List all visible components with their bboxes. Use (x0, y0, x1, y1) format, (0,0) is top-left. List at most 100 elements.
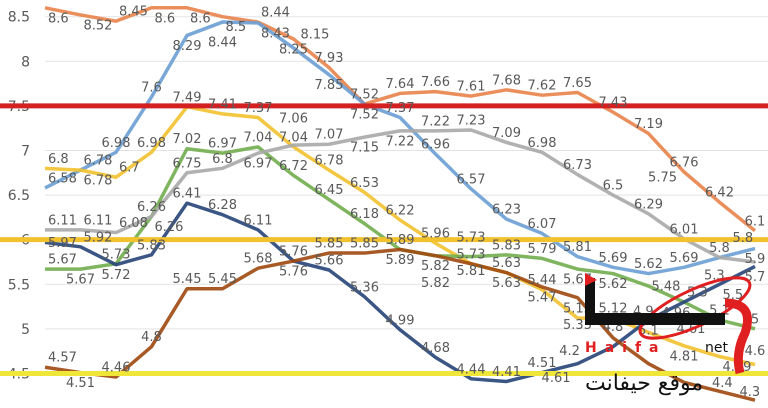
data-label-brown: 5.47 (528, 290, 557, 305)
data-label-gray: 6.29 (634, 197, 663, 212)
data-label-gray: 7.23 (457, 113, 486, 128)
data-label-orange: 8.6 (48, 11, 69, 26)
data-label-navy: 5.36 (350, 280, 379, 295)
svg-text:موقع حيفانت: موقع حيفانت (585, 371, 703, 396)
data-label-brown: 5.73 (457, 230, 486, 245)
data-label-gray: 6.11 (84, 213, 113, 228)
data-label-orange: 7.93 (315, 51, 344, 66)
data-labels: 8.6 6.58 6.8 5.67 6.11 5.97 4.57 8.52 6.78 6.78 5.… (48, 5, 765, 400)
data-label-yellow: 5.12 (599, 302, 628, 317)
data-label-orange: 6.1 (745, 214, 766, 229)
data-label-blue: 7.37 (386, 101, 415, 116)
data-label-green: 6.26 (137, 200, 166, 215)
data-label-gray: 7.09 (492, 126, 521, 141)
data-label-navy: 4.51 (528, 356, 557, 371)
data-label-brown: 5.68 (244, 252, 273, 267)
data-label-orange: 6.42 (705, 186, 734, 201)
data-label-yellow: 6.78 (315, 154, 344, 169)
data-label-yellow: 5.44 (528, 273, 557, 288)
data-label-brown: 4.57 (48, 351, 77, 366)
data-label-navy: 5.72 (102, 268, 131, 283)
data-label-green: 5.81 (457, 264, 486, 279)
data-label-brown: 5.85 (315, 237, 344, 252)
data-label-gray: 6.01 (670, 222, 699, 237)
data-label-yellow: 5.63 (492, 256, 521, 271)
data-label-yellow: 5.73 (457, 247, 486, 262)
data-label-yellow: 4.6 (745, 344, 766, 359)
data-label-brown: 4.51 (66, 376, 95, 391)
data-label-green: 5.73 (102, 247, 131, 262)
data-label-orange: 8.52 (84, 18, 113, 33)
series-line-gray (45, 128, 756, 264)
data-label-blue: 8.44 (208, 36, 237, 51)
data-label-navy: 5.76 (279, 245, 308, 260)
data-label-yellow: 6.53 (350, 176, 379, 191)
data-label-green: 5.62 (599, 277, 628, 292)
data-label-green: 5.89 (386, 233, 415, 248)
data-label-yellow: 4.81 (670, 349, 699, 364)
data-label-blue: 5.9 (745, 252, 766, 267)
data-label-yellow: 6.8 (48, 152, 69, 167)
data-label-blue: 5.69 (670, 251, 699, 266)
data-label-blue: 6.98 (102, 136, 131, 151)
data-label-brown: 4.4 (712, 376, 733, 391)
data-label-navy: 4.99 (386, 313, 415, 328)
data-label-gray: 6.98 (528, 136, 557, 151)
data-label-blue: 8.15 (301, 27, 330, 42)
data-label-blue: 5.69 (599, 251, 628, 266)
data-label-orange: 7.65 (563, 76, 592, 91)
data-label-yellow: 6.22 (386, 204, 415, 219)
data-label-navy: 5.66 (315, 254, 344, 269)
data-label-green: 6.45 (315, 183, 344, 198)
data-label-blue: 6.57 (457, 172, 486, 187)
data-label-brown: 4.46 (102, 361, 131, 376)
data-label-brown: 5.76 (279, 265, 308, 280)
data-label-blue: 5.62 (634, 257, 663, 272)
series-line-brown (44, 247, 756, 402)
data-label-orange: 7.61 (457, 80, 486, 95)
data-label-green: 7.02 (173, 132, 202, 147)
data-label-gray: 7.15 (350, 141, 379, 156)
y-tick-label: 7 (21, 143, 30, 159)
data-label-gray: 6.08 (119, 216, 148, 231)
data-label-gray: 6.75 (173, 156, 202, 171)
data-label-orange: 7.19 (634, 117, 663, 132)
y-tick-label: 6.5 (8, 188, 30, 204)
data-label-brown: 5.85 (350, 237, 379, 252)
data-label-gray: 7.22 (386, 134, 415, 149)
data-label-gray: 7.22 (421, 114, 450, 129)
data-label-navy: 4.68 (421, 341, 450, 356)
data-label-blue: 6.96 (421, 138, 450, 153)
data-label-blue: 6.07 (528, 217, 557, 232)
data-label-brown: 5.63 (492, 276, 521, 291)
data-label-blue: 5.81 (563, 240, 592, 255)
data-label-gray: 6.8 (212, 152, 233, 167)
data-label-brown: 5.82 (421, 276, 450, 291)
data-label-orange: 8.25 (279, 43, 308, 58)
data-label-navy: 5.83 (137, 238, 166, 253)
data-label-brown: 4.8 (141, 330, 162, 345)
data-label-gray: 5.8 (733, 231, 754, 246)
data-label-yellow: 7.37 (244, 101, 273, 116)
data-label-brown: 5.45 (173, 272, 202, 287)
data-label-green: 5.67 (48, 253, 77, 268)
data-label-brown: 5.35 (563, 318, 592, 333)
data-label-gray: 6.97 (244, 157, 273, 172)
svg-text:net: net (705, 340, 728, 356)
svg-text:Haifa: Haifa (585, 340, 667, 356)
data-label-yellow: 7.04 (279, 130, 308, 145)
data-label-orange: 7.43 (599, 96, 628, 111)
data-label-green: 7.04 (244, 130, 273, 145)
series-line-orange (44, 6, 757, 233)
data-label-gray: 6.11 (48, 213, 77, 228)
data-label-brown: 4.2 (559, 344, 580, 359)
data-label-green: 5.82 (421, 259, 450, 274)
data-label-orange: 7.62 (528, 79, 557, 94)
data-label-orange: 7.64 (386, 77, 415, 92)
data-label-green: 5.67 (563, 273, 592, 288)
data-label-brown: 4.3 (740, 385, 761, 400)
y-tick-label: 8.5 (8, 10, 30, 26)
data-label-orange: 7.66 (421, 75, 450, 90)
